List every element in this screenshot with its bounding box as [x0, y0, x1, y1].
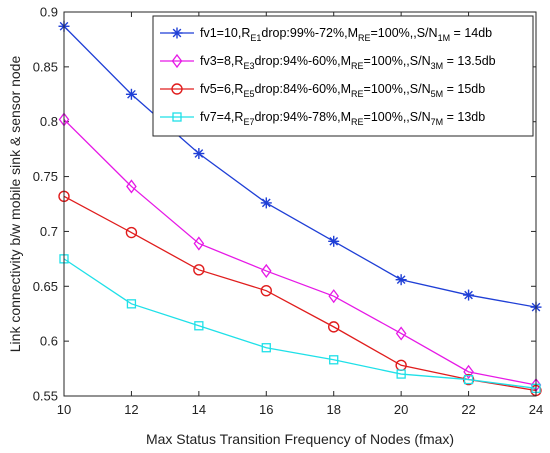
data-point — [260, 284, 272, 297]
axis-ticks: 10 12 14 16 18 20 22 24 0.55 0.6 0.65 0.7 0.75 0.8 0.8… — [33, 5, 544, 418]
y-tick-label: 0.8 — [40, 114, 58, 129]
y-tick-label: 0.9 — [40, 5, 58, 20]
data-point — [126, 179, 137, 194]
data-point — [193, 236, 205, 251]
series-line — [63, 25, 537, 308]
x-tick-label: 22 — [461, 402, 475, 417]
legend-label: fv3=8,RE3drop:94%-60%,MRE=100%,,S/N3M = … — [200, 54, 496, 71]
legend-label: fv1=10,RE1drop:99%-72%,MRE=100%,,S/N1M =… — [200, 26, 492, 43]
data-point — [463, 364, 474, 379]
data-point — [194, 321, 204, 331]
axes-box — [63, 11, 537, 397]
legend-marker — [171, 53, 183, 69]
legend-entry: fv1=10,RE1drop:99%-72%,MRE=100%,,S/N1M =… — [160, 26, 492, 43]
data-point — [260, 263, 272, 279]
y-tick-label: 0.7 — [40, 224, 58, 239]
legend-box — [152, 15, 534, 137]
y-tick-label: 0.6 — [40, 334, 58, 349]
legend-entry: fv3=8,RE3drop:94%-60%,MRE=100%,,S/N3M = … — [160, 53, 496, 71]
series-1 — [58, 20, 542, 313]
data-point — [396, 369, 406, 379]
legend-marker — [171, 27, 183, 39]
data-point — [328, 235, 340, 247]
data-point — [125, 88, 137, 100]
y-axis-label: Link connectivity b/w mobile sink & sens… — [7, 56, 23, 353]
data-point — [463, 374, 474, 385]
data-point — [395, 326, 407, 341]
series-3 — [58, 190, 542, 397]
legend-marker — [171, 83, 183, 95]
x-tick-label: 10 — [57, 402, 71, 417]
data-point — [260, 197, 272, 209]
data-point — [193, 264, 205, 276]
y-tick-label: 0.55 — [33, 389, 58, 404]
data-point — [126, 299, 137, 309]
x-tick-label: 12 — [124, 402, 138, 417]
series-line — [63, 195, 537, 392]
data-point — [329, 355, 339, 365]
legend: fv1=10,RE1drop:99%-72%,MRE=100%,,S/N1M =… — [152, 15, 534, 137]
data-point — [328, 289, 340, 304]
y-tick-label: 0.65 — [33, 279, 58, 294]
legend-entry: fv5=6,RE5drop:84%-60%,MRE=100%,,S/N5M = … — [160, 82, 485, 99]
data-point — [193, 148, 205, 160]
series-line — [63, 119, 537, 386]
x-tick-label: 16 — [259, 402, 273, 417]
x-tick-label: 24 — [529, 402, 543, 417]
data-point — [125, 226, 138, 239]
y-tick-label: 0.75 — [33, 169, 58, 184]
data-point — [261, 343, 271, 353]
data-point — [463, 289, 475, 301]
x-tick-label: 14 — [192, 402, 206, 417]
series-layer — [58, 20, 542, 397]
x-tick-label: 20 — [394, 402, 408, 417]
y-tick-label: 0.85 — [33, 59, 58, 74]
legend-marker — [172, 112, 182, 122]
legend-label: fv5=6,RE5drop:84%-60%,MRE=100%,,S/N5M = … — [200, 82, 485, 99]
x-tick-label: 18 — [326, 402, 340, 417]
x-axis-label: Max Status Transition Frequency of Nodes… — [146, 431, 454, 447]
legend-label: fv7=4,RE7drop:94%-78%,MRE=100%,,S/N7M = … — [200, 110, 485, 127]
data-point — [395, 274, 407, 286]
data-point — [328, 321, 340, 333]
legend-entry: fv7=4,RE7drop:94%-78%,MRE=100%,,S/N7M = … — [160, 110, 485, 127]
series-line — [63, 258, 537, 389]
